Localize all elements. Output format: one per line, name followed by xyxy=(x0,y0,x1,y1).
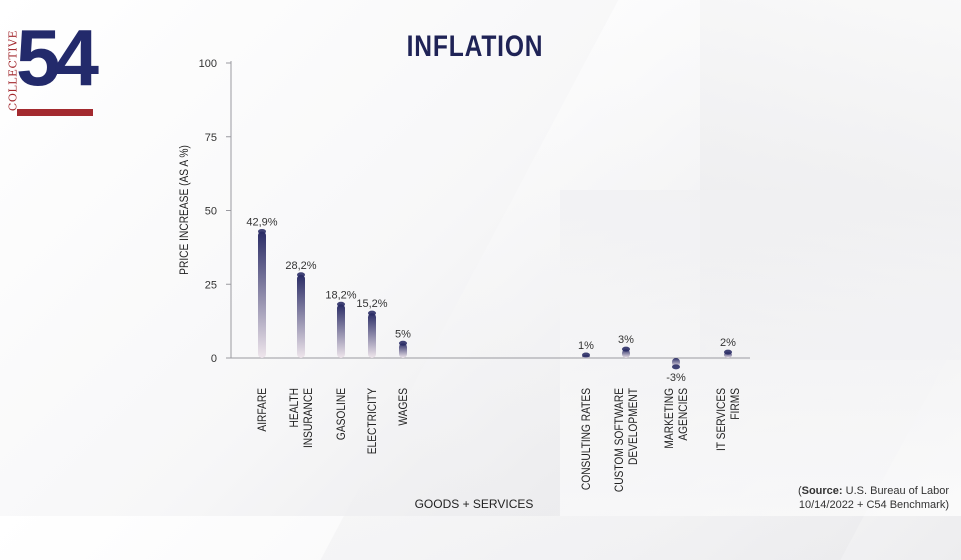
bar-chart: 0 25 50 75 100 PRICE INCREASE (AS A %) GOODS +… xyxy=(178,58,750,511)
source-note: (Source: U.S. Bureau of Labor 10/14/2022… xyxy=(798,484,949,512)
bar xyxy=(399,343,407,358)
y-tick-label: 75 xyxy=(205,132,217,144)
data-label: 3% xyxy=(618,334,634,346)
bar-cap xyxy=(582,352,590,358)
bar-cap xyxy=(672,364,680,370)
x-tick-label: FIRMS xyxy=(729,388,742,420)
bar-cap xyxy=(399,340,407,346)
data-label: 2% xyxy=(720,337,736,349)
x-tick-label: WAGES xyxy=(397,388,410,426)
data-label: 15,2% xyxy=(356,298,387,310)
chart-title: INFLATION xyxy=(406,30,544,63)
bar-cap xyxy=(258,228,266,234)
y-tick-label: 100 xyxy=(199,58,217,70)
y-axis-label: PRICE INCREASE (AS A %) xyxy=(178,145,191,275)
x-axis-label: GOODS + SERVICES xyxy=(415,497,534,511)
x-tick-label: ELECTRICITY xyxy=(366,387,379,454)
y-tick-label: 50 xyxy=(205,206,217,218)
x-tick-label: MARKETING xyxy=(663,388,676,449)
source-line2: 10/14/2022 + C54 Benchmark) xyxy=(798,499,949,511)
data-label: 5% xyxy=(395,328,411,340)
bar-cap xyxy=(337,301,345,307)
source-label: Source: xyxy=(801,485,843,497)
x-tick-label: CUSTOM SOFTWARE xyxy=(613,388,626,492)
x-tick-label: IT SERVICES xyxy=(715,388,728,451)
bar-cap xyxy=(297,272,305,278)
logo-underline xyxy=(17,109,93,116)
source-line1: U.S. Bureau of Labor xyxy=(845,485,949,497)
data-label: 18,2% xyxy=(325,289,356,301)
data-label: 28,2% xyxy=(285,260,316,272)
x-tick-label: AGENCIES xyxy=(677,388,690,441)
bar xyxy=(337,304,345,358)
bar xyxy=(368,313,376,358)
x-tick-label: CONSULTING RATES xyxy=(580,388,593,490)
data-label: 1% xyxy=(578,340,594,352)
y-tick-label: 25 xyxy=(205,279,217,291)
data-label: -3% xyxy=(666,372,686,384)
x-tick-label: AIRFARE xyxy=(256,388,269,432)
bar xyxy=(258,231,266,358)
x-tick-label: GASOLINE xyxy=(335,388,348,440)
bar-cap xyxy=(622,346,630,352)
logo-number: 54 xyxy=(16,13,99,102)
bar xyxy=(672,358,680,367)
y-tick-label: 0 xyxy=(211,353,217,365)
x-tick-label: DEVELOPMENT xyxy=(627,388,640,465)
bar-cap xyxy=(368,310,376,316)
x-tick-label: HEALTH xyxy=(288,388,301,427)
source-paren: ( xyxy=(797,485,802,497)
bar xyxy=(622,349,630,358)
data-label: 42,9% xyxy=(246,216,277,228)
bar xyxy=(297,274,305,358)
bar-cap xyxy=(724,349,732,355)
x-tick-label: INSURANCE xyxy=(302,388,315,448)
collective54-logo: COLLECTIVE 54 xyxy=(3,18,99,120)
